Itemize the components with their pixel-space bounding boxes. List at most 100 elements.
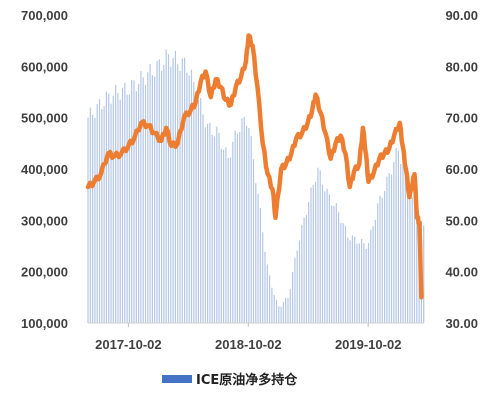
net-long-bar <box>96 104 98 323</box>
net-long-bar <box>338 212 340 323</box>
net-long-bar <box>349 240 351 323</box>
net-long-bar <box>264 251 266 323</box>
net-long-bar <box>211 134 213 323</box>
net-long-bar <box>416 225 418 323</box>
net-long-bar <box>126 94 128 323</box>
net-long-bar <box>335 203 337 323</box>
net-long-bar <box>142 77 144 323</box>
net-long-bar <box>241 118 243 324</box>
net-long-bar <box>101 109 103 323</box>
net-long-bar <box>363 243 365 323</box>
net-long-bar <box>262 232 264 323</box>
net-long-bar <box>115 84 117 324</box>
net-long-bar <box>269 275 271 323</box>
net-long-bar <box>278 306 280 323</box>
net-long-bar <box>195 100 197 323</box>
net-long-bar <box>252 159 255 323</box>
net-long-bar <box>239 132 241 323</box>
net-long-bar <box>204 127 206 323</box>
net-long-bar <box>358 243 360 323</box>
net-long-bar <box>372 226 374 323</box>
net-long-bar <box>317 167 319 323</box>
net-long-bar <box>259 208 261 323</box>
net-long-bar <box>124 82 126 323</box>
net-long-bar <box>257 193 259 323</box>
net-long-bar <box>386 176 388 323</box>
net-long-bar <box>202 114 204 324</box>
net-long-bar <box>379 195 381 323</box>
net-long-bar <box>92 114 94 324</box>
x-tick-label: 2019-10-02 <box>335 337 402 352</box>
y-left-tick-label: 200,000 <box>21 265 68 280</box>
net-long-bar <box>170 66 172 324</box>
legend: ICE原油净多持仓 <box>162 372 298 388</box>
net-long-bar <box>220 148 222 323</box>
net-long-bar <box>179 70 181 323</box>
net-long-bar <box>342 223 344 323</box>
net-long-bar <box>404 168 406 323</box>
net-long-bar <box>161 70 163 323</box>
net-long-bar <box>184 57 186 323</box>
net-long-bar <box>356 243 358 323</box>
net-long-bar <box>167 54 170 324</box>
net-long-bar <box>216 126 218 323</box>
net-long-bar <box>294 257 296 323</box>
net-long-bar <box>312 185 314 323</box>
net-long-bar <box>197 99 199 323</box>
net-long-bar <box>135 91 137 323</box>
price-line <box>85 33 424 300</box>
net-long-bar <box>303 217 305 323</box>
net-long-bar <box>151 75 153 323</box>
net-long-bar <box>89 107 91 323</box>
net-long-bar <box>397 150 399 323</box>
net-long-bar <box>213 136 216 323</box>
y-right-tick-label: 80.00 <box>445 59 478 74</box>
net-long-bar <box>409 195 411 323</box>
net-long-bar <box>94 117 96 323</box>
legend-swatch <box>162 375 192 383</box>
plot-area <box>85 33 425 324</box>
net-long-bar <box>163 64 165 324</box>
net-long-bar <box>285 297 287 323</box>
net-long-bar <box>296 250 298 323</box>
net-long-bar <box>156 61 158 323</box>
net-long-bar <box>301 225 303 323</box>
net-long-bar <box>340 223 342 323</box>
net-long-bar <box>413 208 416 323</box>
net-long-bar <box>112 95 114 323</box>
net-long-bar <box>381 197 383 323</box>
net-long-bar <box>292 272 294 323</box>
net-long-bar <box>138 84 140 323</box>
legend-label: ICE原油净多持仓 <box>196 372 298 388</box>
net-long-bar <box>229 157 232 323</box>
net-long-bar <box>98 99 101 323</box>
net-long-bar <box>250 135 252 323</box>
net-long-bar <box>193 81 195 324</box>
net-long-bar <box>298 240 301 323</box>
y-left-tick-label: 400,000 <box>21 162 68 177</box>
y-right-tick-label: 70.00 <box>445 111 478 126</box>
net-long-bar <box>361 239 363 323</box>
net-long-bar <box>140 71 142 323</box>
net-long-bar <box>305 214 307 323</box>
net-long-bar <box>370 229 372 323</box>
net-long-bar <box>388 173 390 323</box>
net-long-bar <box>117 93 119 323</box>
y-left-tick-label: 100,000 <box>21 316 68 331</box>
net-long-bar <box>200 98 202 323</box>
y-right-tick-label: 50.00 <box>445 213 478 228</box>
net-long-bar <box>331 205 333 323</box>
y-right-tick-label: 30.00 <box>445 316 478 331</box>
net-long-bar <box>273 294 275 323</box>
net-long-bar <box>181 58 183 324</box>
net-long-bar <box>319 170 321 323</box>
net-long-bar <box>321 184 324 323</box>
net-long-bar <box>377 203 379 323</box>
net-long-bar <box>280 306 282 323</box>
net-long-bar <box>324 191 326 323</box>
net-long-bar <box>367 243 370 323</box>
net-long-bar <box>384 191 386 323</box>
net-long-bar <box>227 157 229 323</box>
net-long-bar <box>351 235 353 323</box>
